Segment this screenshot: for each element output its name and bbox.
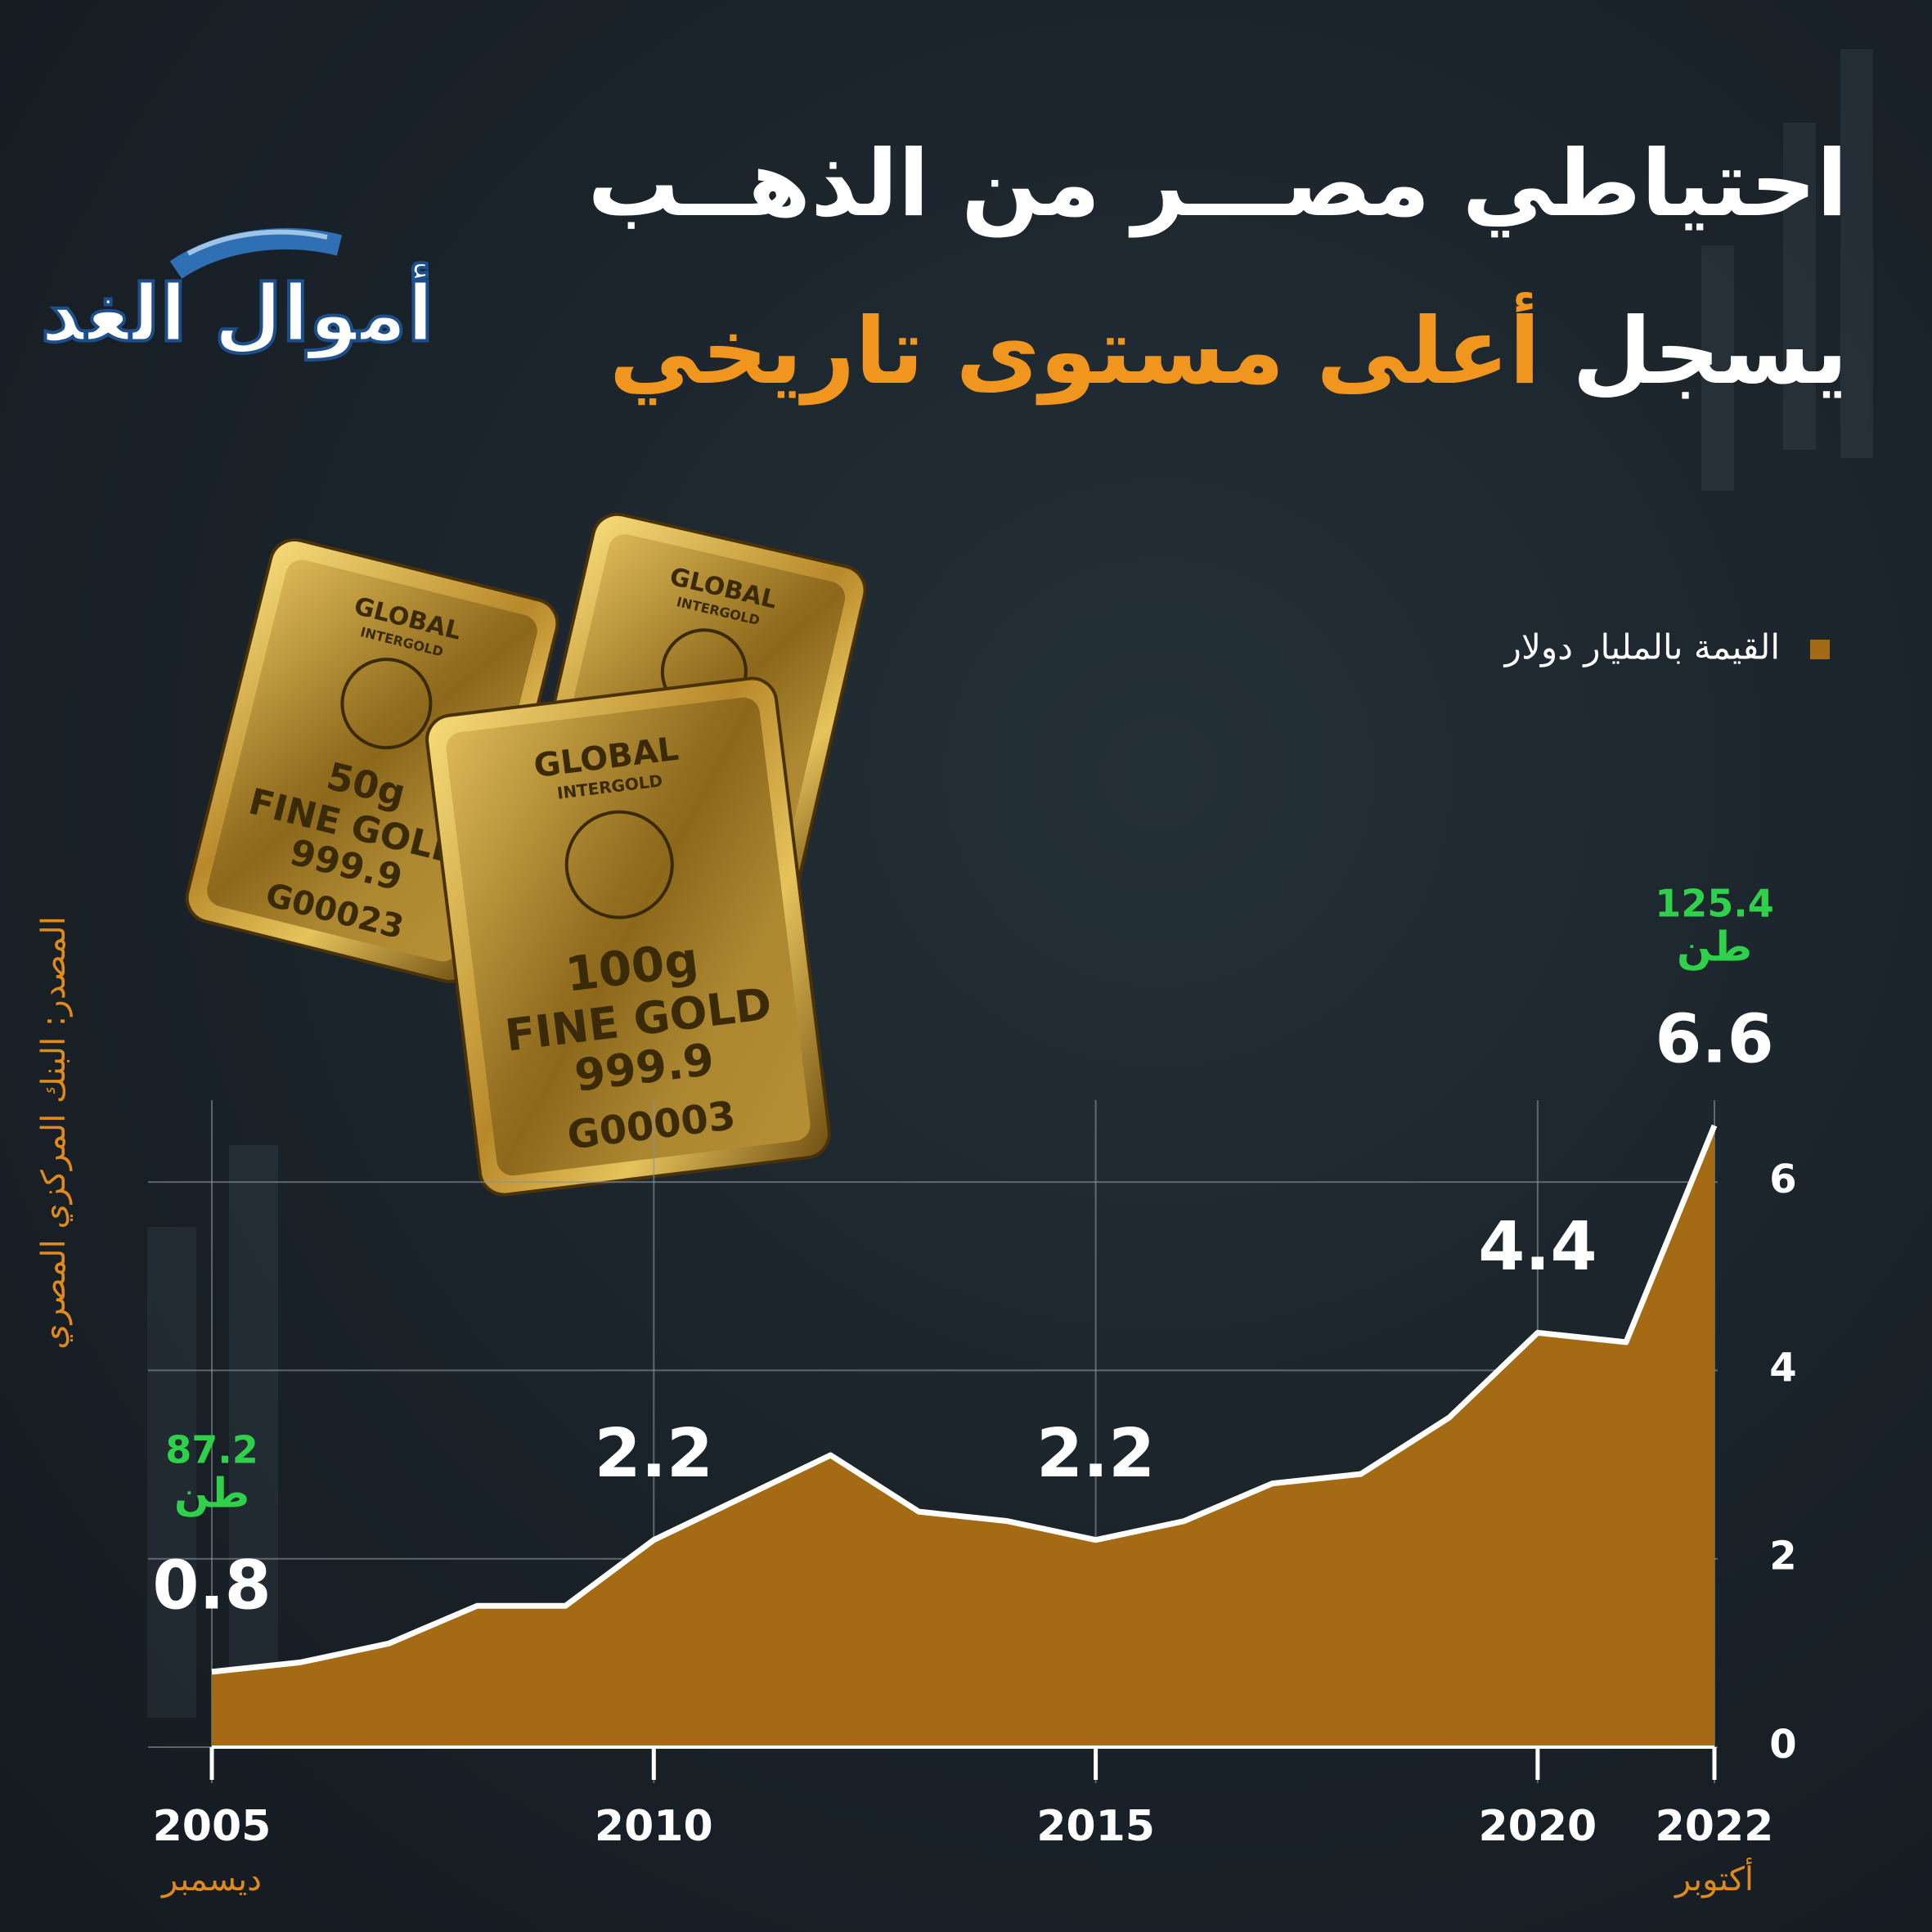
logo-text: أموال الغد xyxy=(41,263,434,360)
x-tick-label: 2022 xyxy=(1656,1802,1774,1851)
x-tick-label: 2015 xyxy=(1036,1802,1155,1851)
data-label: 2.2 xyxy=(595,1415,713,1493)
annotation-unit: طن xyxy=(174,1469,249,1517)
y-tick-label: 0 xyxy=(1769,1722,1796,1768)
logo: أموال الغد xyxy=(39,227,435,362)
annotation-unit: طن xyxy=(1677,923,1752,972)
x-tick-label: 2010 xyxy=(595,1802,713,1851)
legend-swatch xyxy=(1810,640,1830,659)
background-decoration xyxy=(147,49,1873,1718)
line xyxy=(211,1124,1718,1675)
title-start: يسجل xyxy=(1572,299,1848,405)
y-tick-label: 4 xyxy=(1769,1345,1796,1391)
annotation-value: 125.4 xyxy=(1655,882,1774,926)
data-label: 4.4 xyxy=(1478,1208,1597,1286)
gold-bar-globe xyxy=(340,658,433,750)
y-tick-label: 6 xyxy=(1769,1157,1796,1202)
x-note: ديسمبر xyxy=(160,1861,262,1898)
annotation-value: 87.2 xyxy=(165,1427,258,1471)
source: المصدر: البنك المركزي المصري xyxy=(35,916,73,1350)
x-tick-label: 2005 xyxy=(153,1802,272,1851)
data-label: 6.6 xyxy=(1655,1001,1773,1079)
title-line-1: احتياطي مصـــر من الذهــب xyxy=(587,131,1848,237)
plot-area: 0 2 4 6 2005 2010 2015 2020 2022 0.8 2.2 2.2 4.4 6.6 د… xyxy=(148,882,1797,1898)
x-note: أكتوبر xyxy=(1674,1858,1754,1898)
data-label: 2.2 xyxy=(1036,1415,1155,1493)
gold-bar-face xyxy=(446,697,811,1176)
title-highlight: أعلى مستوى تاريخي xyxy=(609,299,1541,405)
legend-label: القيمة بالمليار دولار xyxy=(1503,627,1780,667)
title-line-2: يسجل أعلى مستوى تاريخي xyxy=(609,299,1848,405)
data-label: 0.8 xyxy=(152,1547,271,1624)
gold-bar-globe xyxy=(564,810,674,919)
y-tick-label: 2 xyxy=(1769,1534,1796,1579)
x-tick-label: 2020 xyxy=(1479,1802,1597,1851)
